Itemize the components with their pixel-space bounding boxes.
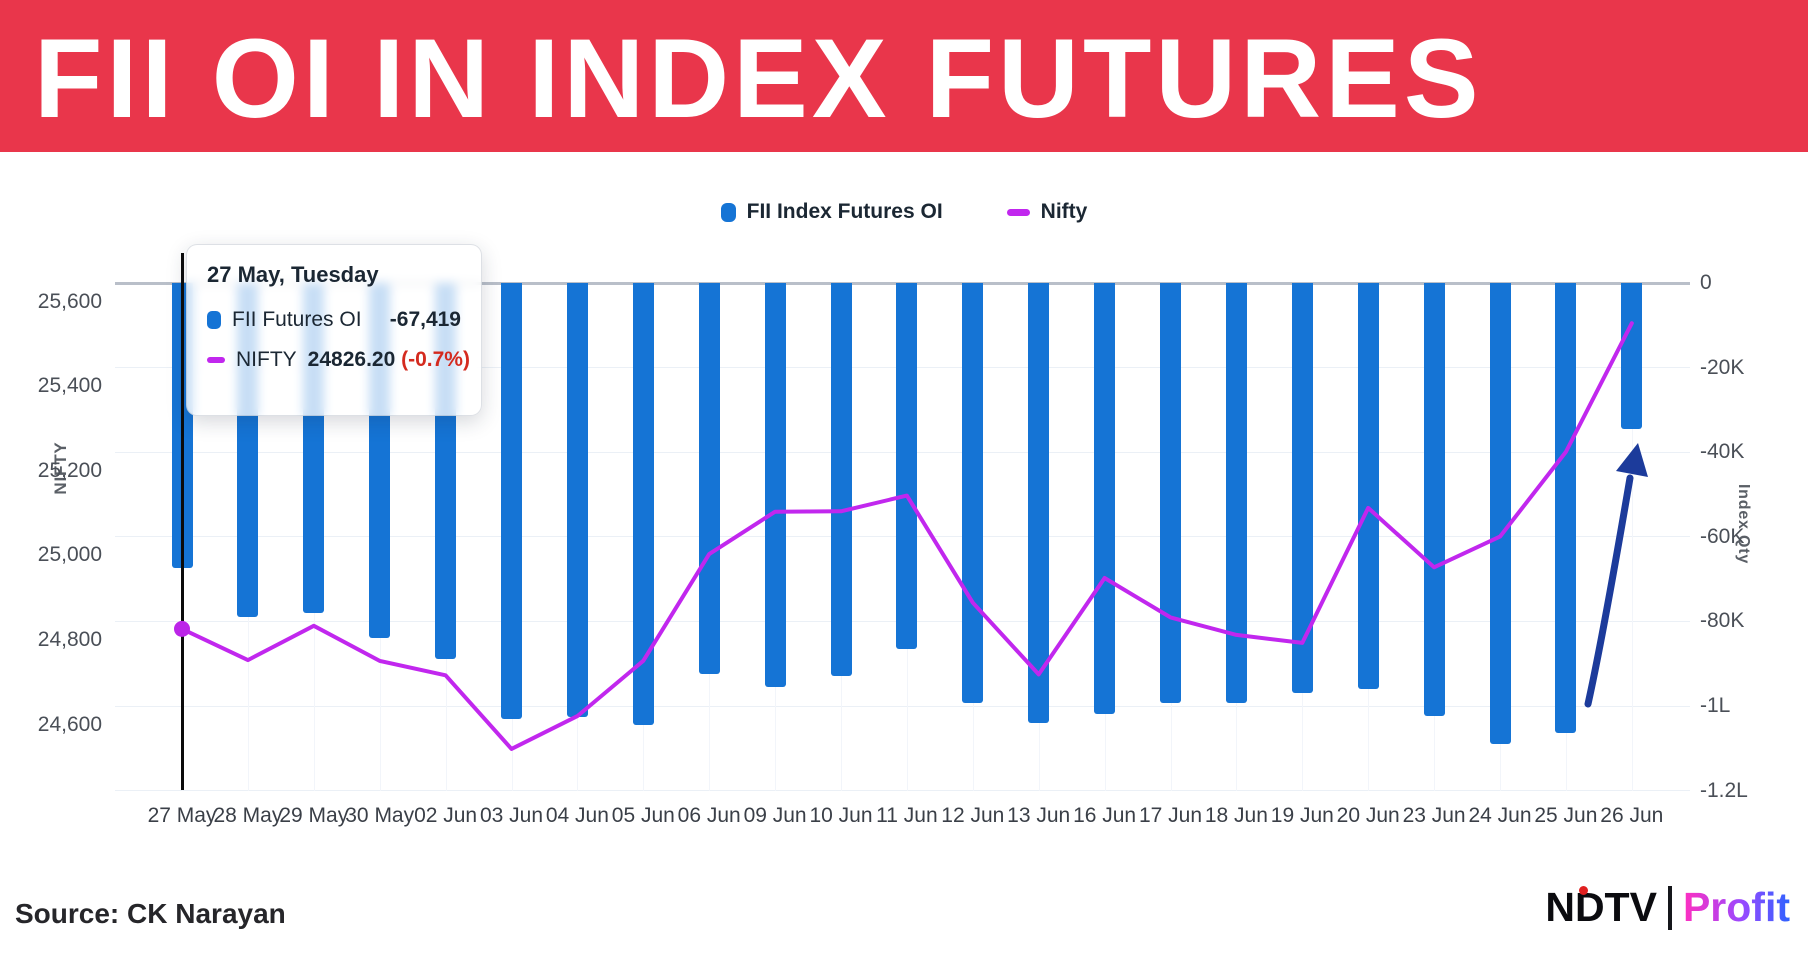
- x-axis-tick[interactable]: 10 Jun: [809, 804, 873, 827]
- right-axis-tick[interactable]: -1.2L: [1700, 778, 1748, 802]
- x-axis-tick[interactable]: 19 Jun: [1270, 804, 1334, 827]
- tooltip-series-label: FII Futures OI: [232, 308, 362, 331]
- x-axis-tick[interactable]: 09 Jun: [743, 804, 807, 827]
- left-axis-tick[interactable]: 25,600: [37, 289, 102, 313]
- chart-tooltip: 27 May, Tuesday FII Futures OI -67,419 NIF…: [186, 244, 482, 416]
- left-axis-tick[interactable]: 24,600: [37, 712, 102, 736]
- fii-oi-bar[interactable]: [1555, 283, 1577, 734]
- x-axis-tick[interactable]: 02 Jun: [414, 804, 478, 827]
- profit-wordmark: Profit: [1682, 884, 1790, 930]
- x-axis-tick[interactable]: 11 Jun: [876, 804, 938, 827]
- line-swatch-icon: [207, 357, 225, 363]
- tooltip-series-label: NIFTY: [236, 348, 297, 371]
- right-axis-tick[interactable]: -60K: [1700, 524, 1745, 548]
- x-axis-tick[interactable]: 17 Jun: [1138, 804, 1203, 827]
- tooltip-row: FII Futures OI -67,419: [207, 308, 461, 332]
- fii-oi-bar[interactable]: [1357, 283, 1379, 690]
- source-note: Source: CK Narayan: [15, 898, 286, 929]
- fii-oi-bar[interactable]: [896, 283, 918, 649]
- tooltip-date: 27 May, Tuesday: [207, 262, 379, 287]
- right-axis-tick[interactable]: -20K: [1700, 355, 1745, 379]
- left-axis-tick[interactable]: 25,200: [37, 458, 102, 482]
- fii-oi-bar[interactable]: [1291, 283, 1313, 694]
- line-swatch-icon: [1006, 208, 1030, 216]
- tooltip-change-percent: (-0.7%): [395, 348, 470, 371]
- fii-oi-bar[interactable]: [962, 283, 984, 704]
- gridline[interactable]: [115, 790, 1690, 792]
- x-axis-tick[interactable]: 12 Jun: [941, 804, 1005, 827]
- logo-divider: [1667, 885, 1672, 930]
- tooltip-series-value: -67,419: [389, 308, 461, 331]
- x-axis-tick[interactable]: 20 Jun: [1336, 804, 1400, 827]
- ndtv-wordmark: NDTV: [1545, 884, 1657, 930]
- chart-legend: FII Index Futures OI Nifty: [0, 200, 1808, 224]
- ndtv-red-dot-icon: [1579, 886, 1589, 895]
- legend-label: Nifty: [1040, 200, 1088, 223]
- x-axis-tick[interactable]: 28 May: [213, 804, 283, 827]
- x-axis-tick[interactable]: 23 Jun: [1402, 804, 1466, 827]
- x-axis-tick[interactable]: 06 Jun: [677, 804, 741, 827]
- x-axis-tick[interactable]: 04 Jun: [545, 804, 609, 827]
- left-axis-tick[interactable]: 25,000: [37, 543, 102, 567]
- fii-oi-bar[interactable]: [1423, 283, 1445, 716]
- x-axis-tick[interactable]: 25 Jun: [1534, 804, 1598, 827]
- fii-oi-bar[interactable]: [1225, 283, 1247, 703]
- x-axis-tick[interactable]: 26 Jun: [1600, 804, 1664, 827]
- left-axis-tick[interactable]: 25,400: [37, 374, 102, 398]
- fii-oi-bar[interactable]: [566, 283, 588, 717]
- legend-item-fii-index-futures-oi[interactable]: FII Index Futures OI: [720, 200, 943, 224]
- right-axis-tick[interactable]: -80K: [1700, 609, 1745, 633]
- x-axis-tick[interactable]: 30 May: [345, 804, 415, 827]
- x-axis-tick[interactable]: 03 Jun: [479, 804, 544, 827]
- fii-oi-bar[interactable]: [632, 283, 654, 726]
- crosshair-line[interactable]: [181, 253, 184, 790]
- fii-oi-bar[interactable]: [1028, 283, 1050, 723]
- header-banner: FII OI IN INDEX FUTURES: [0, 0, 1808, 152]
- fii-oi-bar[interactable]: [501, 283, 522, 719]
- bar-swatch-icon: [720, 202, 736, 222]
- ndtv-profit-logo: NDTV Profit: [1545, 884, 1790, 931]
- left-axis-tick[interactable]: 24,800: [37, 628, 102, 651]
- x-axis-tick[interactable]: 13 Jun: [1007, 804, 1071, 827]
- x-axis-tick[interactable]: 16 Jun: [1073, 804, 1137, 827]
- fii-oi-bar[interactable]: [1094, 283, 1116, 714]
- legend-item-nifty[interactable]: Nifty: [1006, 200, 1088, 224]
- x-axis-tick[interactable]: 18 Jun: [1204, 804, 1268, 827]
- fii-oi-bar[interactable]: [1621, 283, 1643, 429]
- fii-oi-bar[interactable]: [698, 283, 720, 675]
- tooltip-series-value: 24826.20 (-0.7%): [307, 348, 470, 371]
- x-axis-tick[interactable]: 27 May: [147, 804, 217, 827]
- x-axis-tick[interactable]: 29 May: [279, 804, 349, 827]
- right-axis-tick[interactable]: -1L: [1700, 694, 1731, 717]
- right-axis-tick[interactable]: 0: [1700, 271, 1712, 294]
- gridline[interactable]: [115, 705, 1690, 707]
- legend-label: FII Index Futures OI: [746, 200, 943, 223]
- x-axis-tick[interactable]: 24 Jun: [1468, 804, 1532, 827]
- fii-oi-bar[interactable]: [830, 283, 852, 677]
- x-axis-tick[interactable]: 05 Jun: [611, 804, 675, 827]
- page-title: FII OI IN INDEX FUTURES: [34, 16, 1483, 141]
- tooltip-row: NIFTY 24826.20 (-0.7%): [207, 348, 470, 372]
- right-axis-tick[interactable]: -40K: [1700, 440, 1745, 464]
- fii-oi-bar[interactable]: [764, 283, 786, 687]
- bar-swatch-icon: [207, 311, 221, 329]
- fii-oi-bar[interactable]: [1160, 283, 1181, 704]
- fii-oi-bar[interactable]: [1489, 283, 1511, 745]
